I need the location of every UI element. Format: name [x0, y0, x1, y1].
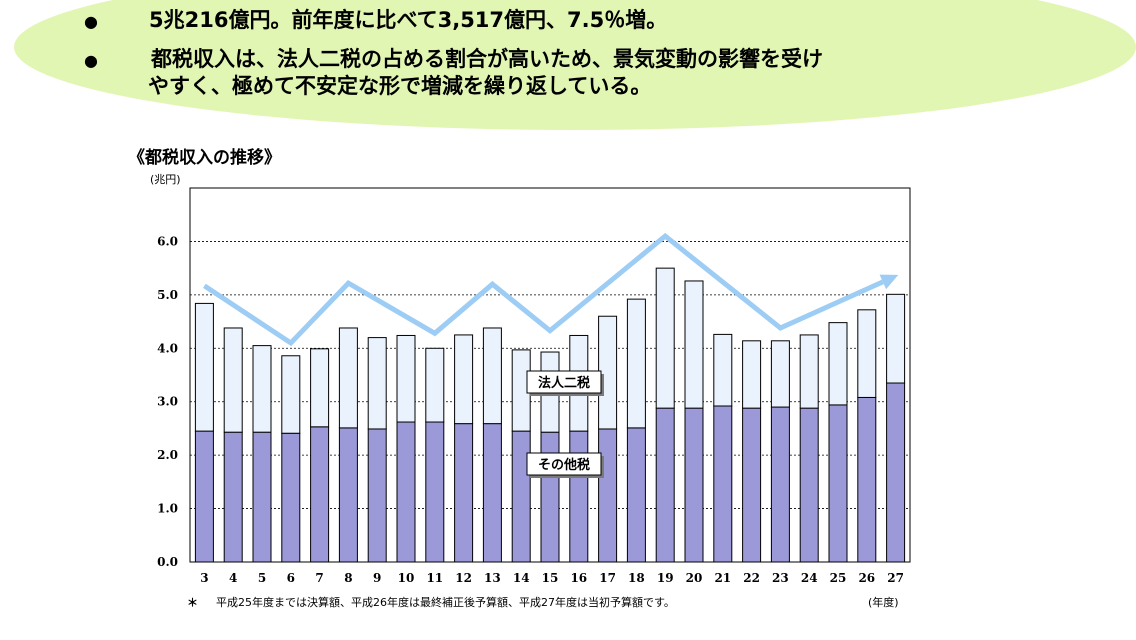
bar-other-tax — [742, 407, 762, 563]
x-tick-label: 3 — [200, 571, 208, 585]
x-tick-label: 14 — [513, 571, 530, 585]
bar-other-tax — [886, 382, 906, 563]
y-tick-label: 0.0 — [157, 555, 178, 569]
x-tick-label: 20 — [686, 571, 703, 585]
x-tick-label: 26 — [858, 571, 875, 585]
bar-other-tax — [367, 428, 387, 563]
x-tick-label: 6 — [287, 571, 295, 585]
bar-corporate-tax — [482, 327, 502, 425]
bar-other-tax — [223, 431, 243, 563]
x-tick-label: 21 — [714, 571, 731, 585]
bar-other-tax — [194, 430, 214, 563]
bar-other-tax — [684, 407, 704, 563]
x-tick-label: 11 — [426, 571, 443, 585]
bar-corporate-tax — [626, 298, 646, 429]
footnote-mark: ＊ — [187, 596, 198, 609]
bar-other-tax — [569, 430, 589, 563]
bar-other-tax — [396, 421, 416, 563]
bar-corporate-tax — [742, 340, 762, 409]
bar-other-tax — [857, 396, 877, 563]
y-tick-label: 5.0 — [157, 288, 178, 302]
bar-corporate-tax — [338, 327, 358, 429]
summary-line-1: 5兆216億円。前年度に比べて3,517億円、7.5％増。 — [149, 8, 668, 32]
bar-other-tax — [626, 427, 646, 563]
bar-corporate-tax — [223, 327, 243, 433]
bar-corporate-tax — [799, 334, 819, 409]
x-tick-label: 23 — [772, 571, 789, 585]
x-tick-label: 22 — [743, 571, 760, 585]
bar-corporate-tax — [367, 337, 387, 430]
bar-other-tax — [713, 405, 733, 563]
x-tick-label: 19 — [657, 571, 674, 585]
y-tick-label: 6.0 — [157, 234, 178, 248]
legend-corporate-tax: 法人二税 — [538, 375, 590, 391]
trend-line — [203, 232, 884, 347]
legend-other-tax: その他税 — [538, 457, 590, 473]
x-tick-label: 17 — [599, 571, 616, 585]
bar-other-tax — [540, 431, 560, 563]
x-tick-label: 24 — [801, 571, 818, 585]
y-tick-label: 3.0 — [157, 395, 178, 409]
x-tick-label: 25 — [830, 571, 847, 585]
summary-banner — [14, 0, 1136, 130]
bar-other-tax — [482, 423, 502, 563]
x-tick-label: 12 — [455, 571, 472, 585]
bar-other-tax — [598, 428, 618, 563]
bar-other-tax — [799, 407, 819, 563]
x-tick-label: 27 — [887, 571, 904, 585]
x-tick-label: 13 — [484, 571, 501, 585]
summary-line-2a: 都税収入は、法人二税の占める割合が高いため、景気変動の影響を受け — [151, 47, 823, 71]
bullet-dot-2: ● — [84, 51, 98, 70]
bar-other-tax — [828, 404, 848, 563]
x-axis-label: (年度) — [868, 595, 899, 609]
y-tick-label: 1.0 — [157, 502, 178, 516]
bar-other-tax — [770, 406, 790, 563]
bar-corporate-tax — [194, 302, 214, 432]
x-tick-label: 5 — [258, 571, 266, 585]
bar-corporate-tax — [281, 355, 301, 434]
bar-other-tax — [281, 432, 301, 563]
x-tick-label: 7 — [315, 571, 323, 585]
bar-other-tax — [425, 421, 445, 563]
x-tick-label: 4 — [229, 571, 237, 585]
summary-line-2b: やすく、極めて不安定な形で増減を繰り返している。 — [148, 74, 652, 98]
bar-corporate-tax — [396, 334, 416, 423]
x-tick-label: 18 — [628, 571, 645, 585]
bar-corporate-tax — [713, 333, 733, 407]
x-tick-label: 8 — [344, 571, 352, 585]
x-tick-label: 9 — [373, 571, 381, 585]
bar-corporate-tax — [655, 267, 675, 409]
bar-corporate-tax — [857, 309, 877, 398]
legend-other-tax-box — [526, 452, 602, 476]
bar-other-tax — [454, 423, 474, 563]
bar-corporate-tax — [770, 340, 790, 408]
trend-arrowhead — [879, 274, 899, 290]
bar-other-tax — [310, 426, 330, 563]
bar-other-tax — [252, 431, 272, 563]
footnote: 平成25年度までは決算額、平成26年度は最終補正後予算額、平成27年度は当初予算… — [216, 595, 675, 609]
bar-corporate-tax — [828, 322, 848, 406]
legend-corporate-tax-box — [526, 370, 602, 394]
bar-corporate-tax — [310, 348, 330, 428]
bar-corporate-tax — [252, 345, 272, 433]
bar-corporate-tax — [454, 334, 474, 425]
bar-corporate-tax — [684, 280, 704, 409]
bar-corporate-tax — [886, 293, 906, 384]
y-tick-label: 4.0 — [157, 341, 178, 355]
x-tick-label: 16 — [570, 571, 587, 585]
x-tick-label: 10 — [398, 571, 415, 585]
bar-other-tax — [511, 430, 531, 563]
bullet-dot-1: ● — [84, 12, 98, 31]
y-axis-label: (兆円) — [150, 173, 181, 186]
bar-corporate-tax — [425, 347, 445, 423]
bar-other-tax — [655, 407, 675, 563]
y-tick-label: 2.0 — [157, 448, 178, 462]
chart-title: 《都税収入の推移》 — [128, 148, 281, 168]
bar-other-tax — [338, 427, 358, 563]
x-tick-label: 15 — [542, 571, 559, 585]
